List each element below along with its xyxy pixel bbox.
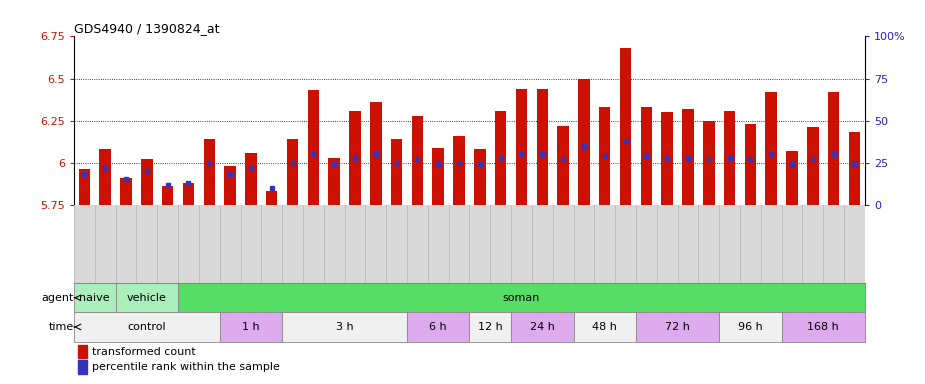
Text: control: control <box>128 322 166 332</box>
Bar <box>162 186 173 205</box>
Bar <box>745 124 756 205</box>
Bar <box>282 313 407 341</box>
Bar <box>308 90 319 205</box>
Bar <box>78 360 88 374</box>
Text: GDS4940 / 1390824_at: GDS4940 / 1390824_at <box>74 22 219 35</box>
Bar <box>453 136 464 205</box>
Text: agent: agent <box>42 293 74 303</box>
Text: soman: soman <box>503 293 540 303</box>
Bar <box>391 139 402 205</box>
Bar <box>74 283 116 313</box>
Bar <box>720 313 782 341</box>
Bar <box>661 112 672 205</box>
Bar <box>620 48 631 205</box>
Text: 24 h: 24 h <box>530 322 555 332</box>
Bar <box>142 159 153 205</box>
Text: 6 h: 6 h <box>429 322 447 332</box>
Text: time: time <box>49 322 74 332</box>
Text: vehicle: vehicle <box>127 293 166 303</box>
Bar <box>574 313 636 341</box>
Text: transformed count: transformed count <box>92 347 196 357</box>
Text: 48 h: 48 h <box>592 322 617 332</box>
Bar <box>74 313 220 341</box>
Bar <box>536 89 548 205</box>
Bar <box>225 166 236 205</box>
Bar <box>370 102 381 205</box>
Bar <box>849 132 860 205</box>
Bar <box>636 313 720 341</box>
Bar <box>287 139 298 205</box>
Bar <box>495 111 506 205</box>
Bar <box>116 283 178 313</box>
Text: 3 h: 3 h <box>336 322 353 332</box>
Bar <box>641 107 652 205</box>
Bar <box>328 157 339 205</box>
Bar <box>766 92 777 205</box>
Bar <box>183 183 194 205</box>
Text: 1 h: 1 h <box>242 322 260 332</box>
Bar <box>407 313 470 341</box>
Bar <box>724 111 735 205</box>
Bar <box>558 126 569 205</box>
Bar <box>703 121 714 205</box>
Bar <box>683 109 694 205</box>
Bar <box>178 283 865 313</box>
Text: percentile rank within the sample: percentile rank within the sample <box>92 362 280 372</box>
Bar <box>782 313 865 341</box>
Bar <box>100 149 111 205</box>
Bar <box>245 152 256 205</box>
Bar <box>79 169 90 205</box>
Bar <box>266 191 278 205</box>
Bar <box>78 345 88 358</box>
Text: naive: naive <box>80 293 110 303</box>
Text: 168 h: 168 h <box>808 322 839 332</box>
Text: 96 h: 96 h <box>738 322 763 332</box>
Bar <box>433 147 444 205</box>
Bar <box>808 127 819 205</box>
Text: 12 h: 12 h <box>478 322 502 332</box>
Bar <box>120 178 131 205</box>
Bar <box>350 111 361 205</box>
Bar <box>204 139 215 205</box>
Bar <box>470 313 511 341</box>
Bar <box>511 313 574 341</box>
Text: 72 h: 72 h <box>665 322 690 332</box>
Bar <box>475 149 486 205</box>
Bar <box>828 92 839 205</box>
Bar <box>220 313 282 341</box>
Bar <box>412 116 423 205</box>
Bar <box>578 79 589 205</box>
Bar <box>599 107 610 205</box>
Bar <box>516 89 527 205</box>
Bar <box>786 151 797 205</box>
